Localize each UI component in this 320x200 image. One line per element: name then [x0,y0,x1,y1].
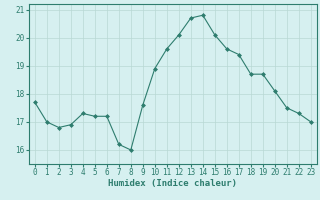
X-axis label: Humidex (Indice chaleur): Humidex (Indice chaleur) [108,179,237,188]
